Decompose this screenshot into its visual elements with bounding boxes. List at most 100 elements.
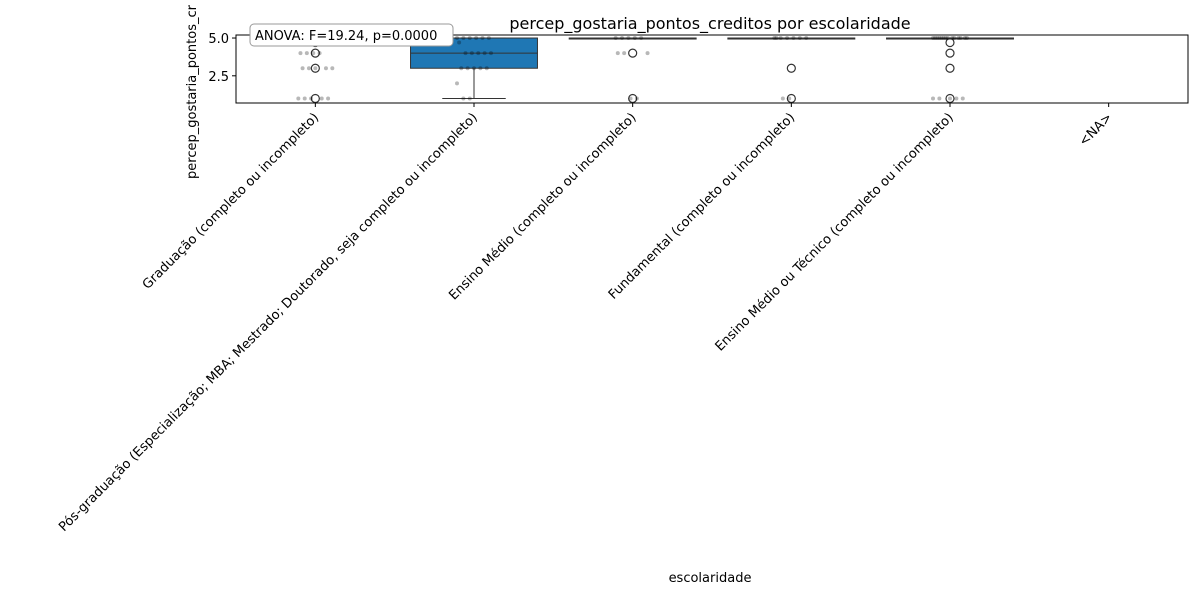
strip-point xyxy=(772,36,777,41)
strip-point xyxy=(780,96,785,101)
strip-point xyxy=(309,96,314,101)
strip-point xyxy=(311,51,316,56)
strip-point xyxy=(465,66,470,71)
strip-point xyxy=(941,36,946,41)
strip-point xyxy=(626,36,631,41)
strip-point xyxy=(615,51,620,56)
strip-point xyxy=(313,66,318,71)
strip-point xyxy=(931,36,935,41)
strip-point xyxy=(461,36,466,41)
strip-point xyxy=(476,51,481,56)
strip-point xyxy=(478,66,483,71)
strip-point xyxy=(461,96,466,101)
strip-point xyxy=(935,36,940,41)
strip-point xyxy=(945,36,950,41)
plot-frame xyxy=(235,34,1189,104)
x-tick-label: Graduação (completo ou incompleto) xyxy=(140,110,322,292)
strip-point xyxy=(645,51,650,56)
strip-point xyxy=(634,96,639,101)
strip-point xyxy=(774,36,779,41)
strip-point xyxy=(469,51,474,56)
strip-point xyxy=(939,36,944,41)
box-group xyxy=(727,37,856,104)
strip-point xyxy=(304,51,309,56)
strip-point xyxy=(296,96,301,101)
anova-annotation-box xyxy=(249,23,454,47)
y-axis-label: percep_gostaria_pontos_cr xyxy=(185,4,200,179)
strip-point xyxy=(467,36,472,41)
strip-point xyxy=(620,36,625,41)
box-outlier xyxy=(945,48,955,58)
box-outlier xyxy=(945,63,955,73)
strip-point xyxy=(472,66,476,71)
x-tick-label: Ensino Médio ou Técnico (completo ou inc… xyxy=(713,110,957,354)
x-axis: Graduação (completo ou incompleto)Pós-gr… xyxy=(56,103,1115,535)
strip-point xyxy=(484,66,489,71)
x-axis-label: escolaridade xyxy=(669,571,752,586)
strip-point xyxy=(797,36,802,41)
strip-point xyxy=(317,51,322,56)
box-group xyxy=(568,37,697,104)
strip-point xyxy=(965,36,969,41)
box-outlier xyxy=(786,93,796,104)
strip-point xyxy=(632,36,637,41)
y-axis: 2.5 5.0 xyxy=(208,32,236,85)
anova-annotation: ANOVA: F=19.24, p=0.0000 xyxy=(249,23,454,47)
box-outlier xyxy=(310,93,320,104)
strip-point xyxy=(937,36,942,41)
strip-point xyxy=(791,36,796,41)
strip-point xyxy=(958,36,963,41)
x-tick-label: <NA> xyxy=(1076,110,1115,149)
strip-point xyxy=(302,96,307,101)
strip-point xyxy=(455,81,459,86)
box-outlier xyxy=(628,48,638,58)
strip-point xyxy=(323,66,328,71)
box-group xyxy=(886,37,1014,104)
y-tick-label: 2.5 xyxy=(208,70,229,85)
x-tick-label: Fundamental (completo ou incompleto) xyxy=(606,110,798,302)
strip-point xyxy=(785,36,790,41)
strip-point xyxy=(952,36,957,41)
strip-point xyxy=(960,96,965,101)
strip-point xyxy=(931,96,935,101)
strip-point xyxy=(482,51,487,56)
strip-point xyxy=(787,96,792,101)
box-outlier xyxy=(945,37,955,48)
box-outlier xyxy=(310,48,320,58)
strip-point xyxy=(948,96,952,101)
box-outlier xyxy=(310,63,320,73)
box-outlier xyxy=(945,93,955,104)
strip-point xyxy=(467,96,472,101)
strip-point xyxy=(628,96,633,101)
x-tick-label: Ensino Médio (completo ou incompleto) xyxy=(446,110,639,303)
anova-annotation-text: ANOVA: F=19.24, p=0.0000 xyxy=(255,29,437,44)
box-outlier xyxy=(786,63,796,73)
strip-point xyxy=(937,96,942,101)
strip-point xyxy=(943,36,948,41)
y-tick-label: 5.0 xyxy=(208,32,229,47)
strip-point xyxy=(486,36,491,41)
strip-point xyxy=(639,36,644,41)
strip-point xyxy=(474,36,479,41)
strip-point xyxy=(300,66,305,71)
strip-point xyxy=(463,51,468,56)
strip-point xyxy=(778,36,783,41)
strip-point xyxy=(298,51,303,56)
strip-point xyxy=(933,36,938,41)
strip-point xyxy=(613,36,618,41)
strip-point xyxy=(480,36,485,41)
strip-point xyxy=(622,51,627,56)
boxes-layer xyxy=(251,37,1014,104)
strip-point xyxy=(306,66,311,71)
strip-point xyxy=(326,96,331,101)
chart-title: percep_gostaria_pontos_creditos por esco… xyxy=(509,14,910,34)
strip-point xyxy=(330,66,335,71)
strip-point xyxy=(950,36,955,41)
strip-point xyxy=(457,40,462,45)
strip-point xyxy=(489,51,493,56)
box-outlier xyxy=(628,93,638,104)
strip-point xyxy=(954,96,959,101)
strip-point xyxy=(455,36,459,41)
strip-point xyxy=(956,36,961,41)
